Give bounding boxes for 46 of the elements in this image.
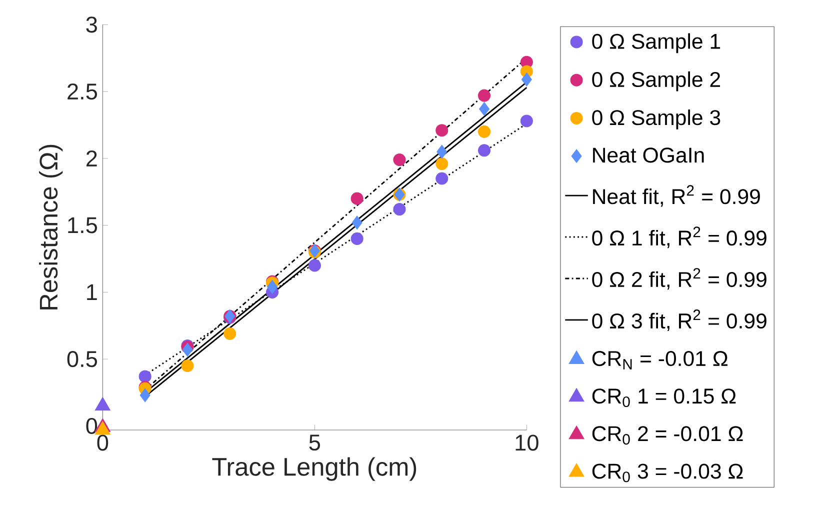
y-tick-label: 2.5 [68,84,98,100]
legend-label: CR$_{0}$ 1 = 0.15 Ω [592,388,736,408]
legend-label: 0 Ω 3 fit, R$^{2}$ = 0.99 [592,310,766,332]
legend-label: 0 Ω Sample 3 [592,110,720,130]
legend-label: CR$_{0}$ 3 = -0.03 Ω [592,464,743,482]
x-tick-label: 5 [309,434,320,451]
point [350,232,364,245]
point [478,144,491,157]
y-tick-label: 1 [87,284,97,300]
point [224,327,236,340]
point [140,388,150,402]
legend-label: 0 Ω 2 fit, R$^{2}$ = 0.99 [592,268,766,290]
legend-label: Neat fit, R$^{2}$ = 0.99 [593,185,760,207]
point [436,144,448,159]
point [478,89,491,102]
point [478,102,490,116]
point [393,154,406,166]
y-tick-label: 1.5 [68,217,98,234]
point [436,124,448,137]
point [478,125,491,138]
legend-label: 0 Ω Sample 1 [592,33,720,54]
x-tick-label: 10 [516,434,538,451]
legend-label: 0 Ω 1 fit, R$^{2}$ = 0.99 [592,226,766,248]
legend-label: 0 Ω Sample 2 [592,71,720,92]
y-tick-label: 0.5 [67,351,98,368]
y-tick-label: 0 [86,418,98,434]
legend-label: CR$_{N}$ = -0.01 Ω [592,351,728,370]
x-axis-title: Trace Length (cm) [212,457,416,481]
legend-label: CR$_{0}$ 2 = -0.01 Ω [592,426,743,445]
point [350,192,364,205]
point [436,172,448,185]
point [521,72,532,86]
point [436,158,448,170]
point [308,259,321,272]
point [267,280,278,294]
point [520,114,533,128]
point [138,370,152,383]
y-tick-label: 3 [86,16,97,33]
point [181,360,194,372]
legend-label: Neat OGaIn [593,148,704,163]
point [393,202,406,216]
x-tick-label: 0 [97,434,108,451]
point [182,342,193,357]
y-axis-title: Resistance (Ω) [39,144,63,310]
y-tick-label: 2 [86,150,97,166]
point [352,216,362,230]
